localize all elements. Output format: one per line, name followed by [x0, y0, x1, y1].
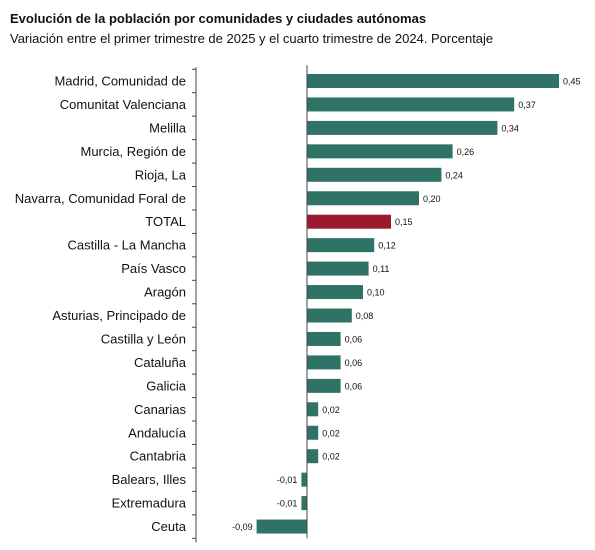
- category-label: Cataluña: [134, 355, 187, 370]
- category-label: Aragón: [144, 285, 186, 300]
- category-label: TOTAL: [145, 214, 186, 229]
- chart-subtitle: Variación entre el primer trimestre de 2…: [10, 31, 494, 46]
- category-label: Ceuta: [151, 519, 186, 534]
- value-label: 0,10: [367, 288, 385, 298]
- bar: [307, 355, 341, 370]
- value-label: 0,20: [423, 194, 441, 204]
- value-label: 0,02: [322, 428, 340, 438]
- chart-title: Evolución de la población por comunidade…: [10, 11, 427, 26]
- category-label: Extremadura: [112, 496, 187, 511]
- bar: [307, 285, 363, 300]
- bar: [307, 74, 559, 88]
- value-label: 0,06: [345, 358, 363, 368]
- value-label: -0,01: [277, 499, 298, 509]
- value-label: 0,02: [322, 452, 340, 462]
- category-label: Murcia, Región de: [81, 144, 187, 159]
- category-label: Balears, Illes: [112, 472, 187, 487]
- bar: [307, 425, 319, 440]
- category-label: Galicia: [146, 378, 187, 393]
- category-label: Castilla - La Mancha: [68, 238, 187, 253]
- bar: [307, 261, 369, 276]
- category-label: Cantabria: [130, 449, 187, 464]
- category-label: Rioja, La: [135, 167, 187, 182]
- bar: [301, 472, 307, 487]
- bar: [307, 449, 319, 464]
- bar: [307, 191, 419, 206]
- category-label: País Vasco: [121, 261, 186, 276]
- value-label: 0,45: [563, 77, 581, 87]
- category-label: Castilla y León: [101, 331, 186, 346]
- category-label: Canarias: [134, 402, 187, 417]
- value-label: 0,34: [501, 123, 519, 133]
- value-label: 0,06: [345, 334, 363, 344]
- value-label: 0,24: [445, 170, 463, 180]
- bar: [256, 519, 307, 534]
- value-label: 0,08: [356, 311, 374, 321]
- bar: [307, 167, 442, 182]
- bar: [307, 214, 391, 229]
- bar: [307, 402, 319, 417]
- value-label: 0,11: [373, 264, 390, 274]
- category-label: Comunitat Valenciana: [60, 97, 187, 112]
- bar: [307, 144, 453, 159]
- bar: [301, 496, 307, 511]
- bar: [307, 97, 515, 112]
- value-label: -0,01: [277, 475, 298, 485]
- value-label: -0,09: [232, 522, 253, 532]
- value-label: 0,12: [378, 241, 396, 251]
- bar: [307, 331, 341, 346]
- category-label: Andalucía: [128, 425, 187, 440]
- category-label: Melilla: [149, 120, 187, 135]
- bar: [307, 120, 498, 135]
- category-label: Navarra, Comunidad Foral de: [15, 191, 186, 206]
- bar: [307, 238, 375, 253]
- category-label: Madrid, Comunidad de: [54, 74, 186, 89]
- value-label: 0,26: [457, 147, 475, 157]
- value-label: 0,02: [322, 405, 340, 415]
- bar: [307, 378, 341, 393]
- value-label: 0,37: [518, 100, 536, 110]
- value-label: 0,15: [395, 217, 413, 227]
- value-label: 0,06: [345, 381, 363, 391]
- bar: [307, 308, 352, 323]
- category-label: Asturias, Principado de: [52, 308, 186, 323]
